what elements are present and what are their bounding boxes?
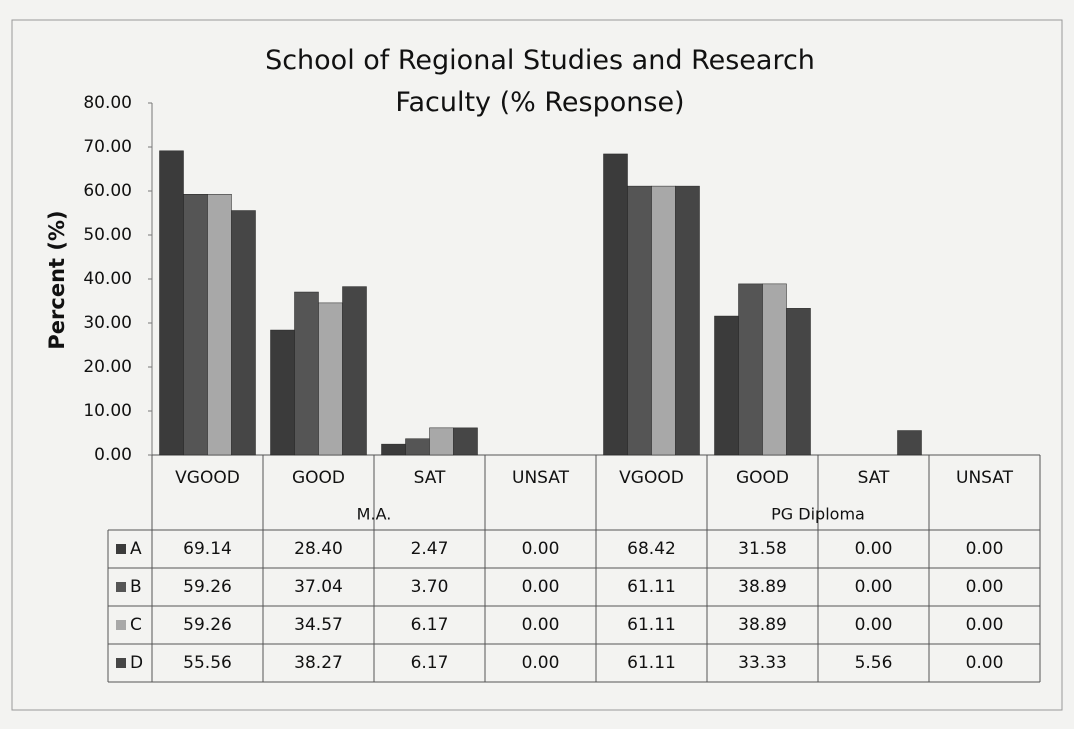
bar [453,427,478,456]
bar [786,308,811,456]
bar [714,315,739,456]
bar [381,443,406,456]
legend-label: C [130,615,142,635]
bar [231,210,256,456]
bar [207,194,232,456]
table-value: 31.58 [738,539,787,559]
bar [294,291,319,456]
table-value: 59.26 [183,577,232,597]
table-value: 0.00 [966,577,1004,597]
table-value: 6.17 [411,615,449,635]
y-tick-label: 40.00 [83,269,132,289]
legend-label: A [130,539,142,559]
table-value: 5.56 [855,653,893,673]
table-value: 61.11 [627,653,676,673]
table-value: 61.11 [627,615,676,635]
y-tick-label: 60.00 [83,181,132,201]
bar [762,283,787,456]
y-tick-label: 30.00 [83,313,132,333]
bar [342,286,367,456]
bar [651,185,676,456]
legend-swatch [116,620,126,630]
x-tick-label: GOOD [736,468,789,488]
table-value: 0.00 [966,539,1004,559]
y-tick-label: 80.00 [83,93,132,113]
table-value: 0.00 [855,577,893,597]
legend-label: B [130,577,142,597]
x-tick-label: UNSAT [956,468,1014,488]
table-value: 59.26 [183,615,232,635]
bar [675,185,700,456]
table-value: 0.00 [855,615,893,635]
legend-label: D [130,653,143,673]
legend-swatch [116,658,126,668]
bar [318,302,343,456]
legend-swatch [116,544,126,554]
bar [897,430,922,456]
y-tick-label: 70.00 [83,137,132,157]
bar [183,194,208,456]
table-value: 0.00 [966,653,1004,673]
bar [603,153,628,456]
y-tick-label: 20.00 [83,357,132,377]
y-axis-label: Percent (%) [45,210,69,349]
table-value: 68.42 [627,539,676,559]
table-value: 33.33 [738,653,787,673]
table-value: 3.70 [411,577,449,597]
table-value: 38.27 [294,653,343,673]
table-value: 0.00 [522,577,560,597]
table-value: 38.89 [738,577,787,597]
x-tick-label: VGOOD [175,468,240,488]
table-value: 28.40 [294,539,343,559]
table-value: 34.57 [294,615,343,635]
x-tick-label: GOOD [292,468,345,488]
chart-title: School of Regional Studies and Research … [265,45,815,118]
table-value: 61.11 [627,577,676,597]
bar [429,427,454,456]
bar [738,283,763,456]
y-tick-label: 50.00 [83,225,132,245]
bar [405,438,430,456]
table-value: 0.00 [522,653,560,673]
bar [627,185,652,456]
y-tick-label: 0.00 [94,445,132,465]
table-value: 38.89 [738,615,787,635]
x-tick-label: SAT [858,468,890,488]
table-value: 69.14 [183,539,232,559]
table-value: 0.00 [522,539,560,559]
chart-border [11,19,1063,711]
table-value: 0.00 [522,615,560,635]
table-value: 6.17 [411,653,449,673]
table-value: 0.00 [855,539,893,559]
group-label: M.A. [357,505,392,524]
x-tick-label: UNSAT [512,468,570,488]
y-tick-label: 10.00 [83,401,132,421]
x-tick-label: VGOOD [619,468,684,488]
table-value: 55.56 [183,653,232,673]
table-value: 0.00 [966,615,1004,635]
group-label: PG Diploma [771,505,865,524]
table-value: 2.47 [411,539,449,559]
table-value: 37.04 [294,577,343,597]
bar [270,329,295,456]
legend-swatch [116,582,126,592]
bar [159,150,184,456]
x-tick-label: SAT [414,468,446,488]
